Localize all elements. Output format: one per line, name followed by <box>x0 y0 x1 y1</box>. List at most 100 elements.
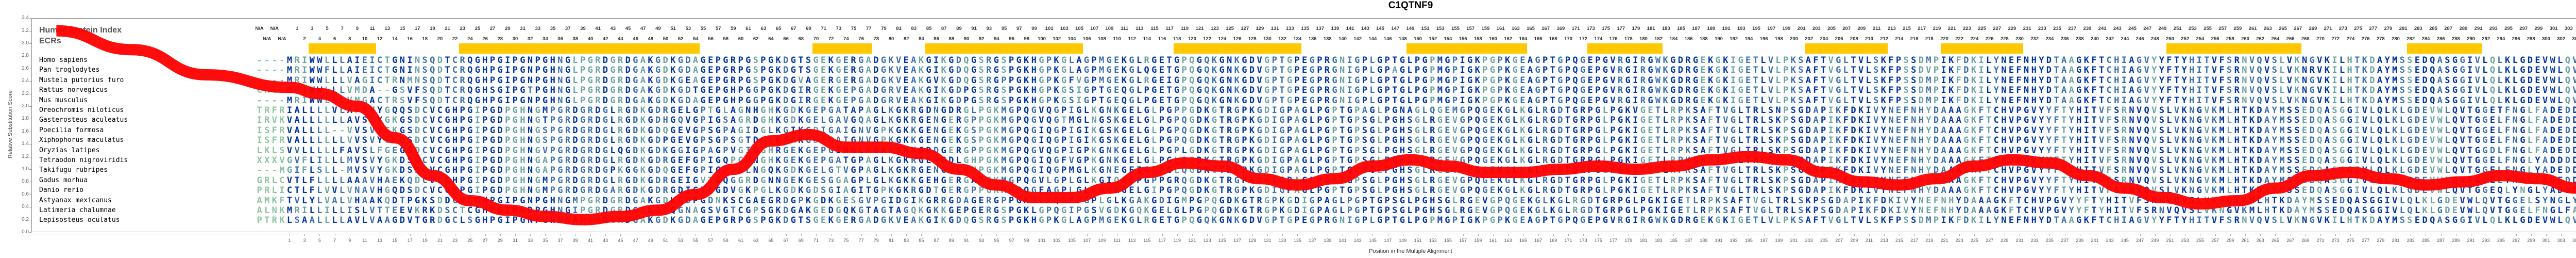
human-index-label: 23 <box>460 26 466 31</box>
x-tick-label: 37 <box>557 238 563 243</box>
x-tick-mark <box>876 234 877 236</box>
x-tick-mark <box>2260 234 2261 236</box>
human-index-label: 241 <box>2098 26 2107 31</box>
human-index-label: 112 <box>1128 36 1136 42</box>
x-tick-label: 289 <box>2452 238 2460 243</box>
human-index-label: 74 <box>843 36 849 42</box>
x-tick-mark <box>1478 234 1479 236</box>
y-tick-label: 1.2 <box>22 153 29 159</box>
human-index-label: 34 <box>543 36 548 42</box>
x-tick-mark <box>996 234 997 236</box>
ecr-bar <box>812 43 873 54</box>
x-tick-mark <box>891 234 892 236</box>
human-index-label: 237 <box>2068 26 2077 31</box>
y-tick-label: 3.4 <box>22 15 29 21</box>
human-index-label: 42 <box>602 36 608 42</box>
species-label: Pan troglodytes <box>39 66 100 74</box>
human-index-label: 99 <box>1031 26 1037 31</box>
x-tick-label: 13 <box>377 238 383 243</box>
x-tick-mark <box>1192 234 1193 236</box>
human-index-label: 239 <box>2083 26 2092 31</box>
x-tick-mark <box>2215 234 2216 236</box>
human-index-label: 219 <box>1933 26 1941 31</box>
x-tick-label: 259 <box>2226 238 2234 243</box>
x-tick-label: 279 <box>2377 238 2385 243</box>
human-index-label: 185 <box>1677 26 1685 31</box>
x-tick-mark <box>2320 234 2321 236</box>
human-index-label: 236 <box>2060 36 2069 42</box>
x-tick-label: 207 <box>1835 238 1843 243</box>
human-index-label: 96 <box>1009 36 1014 42</box>
human-index-label: 183 <box>1662 26 1670 31</box>
human-index-label: 263 <box>2263 26 2272 31</box>
human-index-label: 136 <box>1308 36 1317 42</box>
x-tick-mark <box>530 234 531 236</box>
x-tick-label: 191 <box>1715 238 1723 243</box>
human-index-label: 224 <box>1970 36 1979 42</box>
y-tick-label: 3.2 <box>22 27 29 34</box>
species-label: Poecilia formosa <box>39 126 104 134</box>
human-index-label: 210 <box>1865 36 1873 42</box>
human-index-label: 102 <box>1053 36 1061 42</box>
human-index-label: 93 <box>986 26 992 31</box>
human-index-label: 226 <box>1985 36 1994 42</box>
human-index-label: 104 <box>1067 36 1076 42</box>
human-index-label: 11 <box>369 26 375 31</box>
human-index-label: 148 <box>1398 36 1407 42</box>
human-index-label: 40 <box>587 36 594 42</box>
human-index-label: 4 <box>318 36 321 42</box>
x-tick-label: 239 <box>2076 238 2084 243</box>
human-index-label: 192 <box>1730 36 1738 42</box>
x-tick-label: 111 <box>1113 238 1121 243</box>
human-index-label: 271 <box>2324 26 2332 31</box>
x-tick-label: 55 <box>693 238 699 243</box>
x-tick-mark <box>620 234 621 236</box>
human-index-label: 141 <box>1346 26 1354 31</box>
x-tick-label: 269 <box>2301 238 2310 243</box>
human-index-label: 38 <box>572 36 579 42</box>
human-index-label: 203 <box>1812 26 1821 31</box>
human-index-label: 147 <box>1391 26 1400 31</box>
human-index-label: 244 <box>2121 36 2129 42</box>
human-index-label: 257 <box>2218 26 2227 31</box>
human-index-label: 171 <box>1571 26 1580 31</box>
x-tick-label: 173 <box>1579 238 1587 243</box>
species-label: Rattus norvegicus <box>39 86 108 94</box>
x-tick-mark <box>861 234 862 236</box>
human-index-label: 249 <box>2158 26 2167 31</box>
human-index-label: 157 <box>1466 26 1475 31</box>
x-tick-label: 193 <box>1730 238 1738 243</box>
human-index-label: 303 <box>2564 26 2573 31</box>
x-tick-label: 223 <box>1955 238 1963 243</box>
x-tick-mark <box>786 234 787 236</box>
human-index-label: 59 <box>731 26 736 31</box>
ecr-bar <box>1406 43 1527 54</box>
x-tick-label: 249 <box>2151 238 2159 243</box>
human-index-label: 16 <box>407 36 413 42</box>
human-index-label: 275 <box>2354 26 2362 31</box>
human-index-label: 65 <box>775 26 782 31</box>
x-tick-label: 39 <box>572 238 578 243</box>
x-tick-label: 213 <box>1880 238 1888 243</box>
human-index-label: 282 <box>2406 36 2415 42</box>
y-tick-label: 0.2 <box>22 216 29 222</box>
human-index-label: 45 <box>625 26 631 31</box>
human-index-label: 144 <box>1368 36 1377 42</box>
human-index-label: 145 <box>1376 26 1384 31</box>
x-tick-label: 195 <box>1744 238 1753 243</box>
x-tick-mark <box>1658 234 1659 236</box>
human-index-label: 54 <box>693 36 699 42</box>
human-index-label: 126 <box>1233 36 1242 42</box>
human-index-label: 86 <box>934 36 939 42</box>
human-index-label: 232 <box>2030 36 2039 42</box>
human-index-label: 100 <box>1038 36 1046 42</box>
human-index-label: 70 <box>813 36 819 42</box>
human-index-label: 30 <box>512 36 518 42</box>
x-tick-label: 91 <box>963 238 970 243</box>
x-tick-label: 215 <box>1895 238 1903 243</box>
x-tick-label: 187 <box>1685 238 1693 243</box>
human-index-label: 71 <box>821 26 826 31</box>
species-label: Mustela putorius furo <box>39 76 124 84</box>
